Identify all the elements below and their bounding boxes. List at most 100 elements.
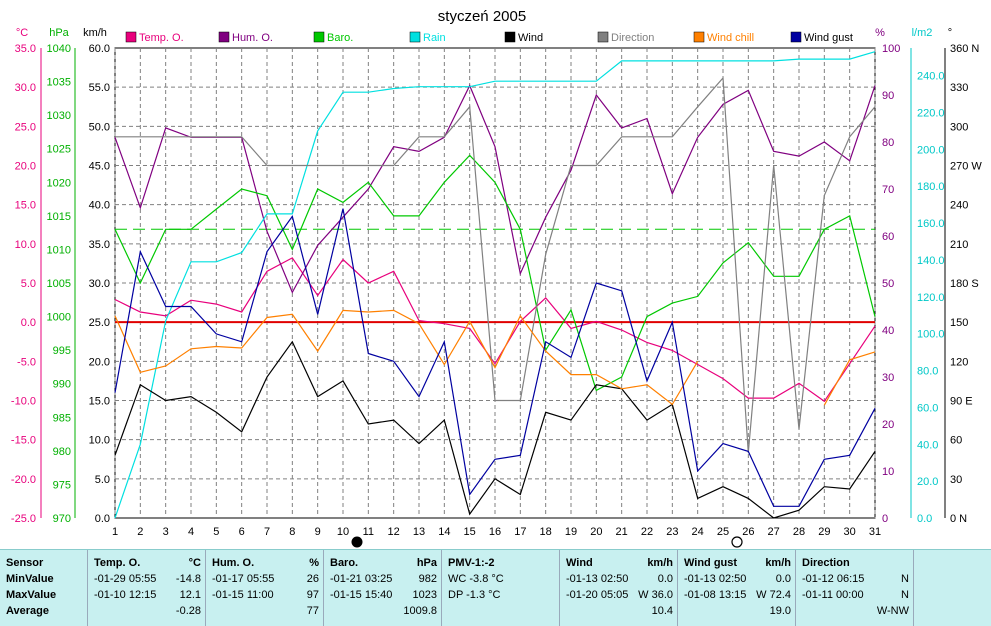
baro-tick-label: 1040	[47, 43, 71, 55]
baro-min-date: -01-21	[330, 573, 362, 585]
x-tick-label: 15	[464, 526, 476, 538]
legend-label: Baro.	[327, 32, 353, 44]
baro-tick-label: 985	[53, 412, 71, 424]
baro-tick-label: 980	[53, 446, 71, 458]
temp-average: -0.28	[175, 605, 201, 617]
temp-max-value: 12.1	[179, 589, 201, 601]
wind-min-time: 02:50	[600, 573, 629, 585]
x-tick-label: 17	[514, 526, 526, 538]
dir-average: W-NW	[876, 605, 909, 617]
temp-tick-label: 15.0	[15, 200, 36, 212]
series-temp-o-line	[114, 257, 876, 403]
wind-min-value: 0.0	[657, 573, 673, 585]
gust-max-time: 13:15	[718, 589, 747, 601]
x-tick-label: 22	[641, 526, 653, 538]
summary-empty	[914, 550, 991, 626]
wind-unit-label: km/h	[83, 27, 107, 39]
summary-wind: Wind km/h -01-13 02:50 0.0 -01-20 05:05 W 3…	[560, 550, 678, 626]
baro-min-value: 982	[418, 573, 437, 585]
rain-tick-label: 220.0	[917, 108, 945, 120]
gust-title: Wind gust	[684, 557, 738, 569]
hum-tick-label: 90	[882, 90, 894, 102]
rain-tick-label: 160.0	[917, 218, 945, 230]
temp-tick-label: -5.0	[17, 356, 36, 368]
legend-label: Hum. O.	[232, 32, 273, 44]
wind-tick-label: 20.0	[89, 356, 110, 368]
hum-min-time: 05:55	[246, 573, 275, 585]
series-wind-chill-line	[114, 309, 699, 406]
temp-tick-label: 20.0	[15, 161, 36, 173]
dir-unit-label: °	[948, 27, 952, 39]
rain-tick-label: 20.0	[917, 476, 938, 488]
dir-tick-label: 240	[950, 200, 968, 212]
baro-unit: hPa	[416, 557, 437, 569]
x-tick-label: 12	[388, 526, 400, 538]
rain-tick-label: 180.0	[917, 181, 945, 193]
wind-max-value: W 36.0	[638, 589, 673, 601]
wind-tick-label: 10.0	[89, 435, 110, 447]
x-tick-label: 19	[565, 526, 577, 538]
temp-tick-label: 10.0	[15, 239, 36, 251]
wind-tick-label: 30.0	[89, 278, 110, 290]
legend-label: Rain	[423, 32, 446, 44]
legend: Temp. O. Hum. O. Baro. Rain Wind Direction Win…	[125, 31, 853, 44]
baro-title: Baro.	[330, 557, 359, 569]
hum-tick-label: 30	[882, 372, 894, 384]
dir-tick-label: 90 E	[950, 396, 973, 408]
baro-average: 1009.8	[403, 605, 437, 617]
baro-max-date: -01-15	[330, 589, 362, 601]
x-tick-label: 7	[264, 526, 270, 538]
wind-min-date: -01-13	[566, 573, 598, 585]
temp-tick-label: -10.0	[11, 396, 36, 408]
wind-tick-label: 45.0	[89, 161, 110, 173]
rain-tick-label: 200.0	[917, 144, 945, 156]
legend-label: Wind chill	[707, 32, 754, 44]
temp-tick-label: -15.0	[11, 435, 36, 447]
series-wind-line	[114, 340, 876, 519]
dir-min-time: 06:15	[836, 573, 865, 585]
x-tick-label: 30	[844, 526, 856, 538]
legend-swatch	[313, 31, 325, 43]
legend-swatch	[504, 31, 516, 43]
x-tick-label: 18	[540, 526, 552, 538]
summary-temp: Temp. O. °C -01-29 05:55 -14.8 -01-10 12:1…	[88, 550, 206, 626]
summary-direction: Direction -01-12 06:15 N -01-11 00:00 N W-…	[796, 550, 914, 626]
rain-unit-label: l/m2	[912, 27, 933, 39]
gust-unit: km/h	[765, 557, 791, 569]
summary-labels: Sensor MinValue MaxValue Average	[0, 550, 88, 626]
temp-tick-label: -25.0	[11, 513, 36, 525]
hum-tick-label: 60	[882, 231, 894, 243]
dir-min-value: N	[901, 573, 909, 585]
hum-tick-label: 10	[882, 466, 894, 478]
gust-max-value: W 72.4	[756, 589, 791, 601]
legend-swatch	[409, 31, 421, 43]
row-label-max: MaxValue	[6, 589, 57, 601]
gust-min-value: 0.0	[775, 573, 791, 585]
wind-title: Wind	[566, 557, 593, 569]
wind-tick-label: 25.0	[89, 317, 110, 329]
legend-swatch	[218, 31, 230, 43]
x-tick-label: 4	[188, 526, 194, 538]
summary-hum: Hum. O.% -01-17 05:55 26 -01-15 11:00 97 7…	[206, 550, 324, 626]
hum-max-date: -01-15	[212, 589, 244, 601]
wind-max-date: -01-20	[566, 589, 598, 601]
wind-tick-label: 0.0	[95, 513, 110, 525]
rain-tick-label: 80.0	[917, 366, 938, 378]
dir-tick-label: 120	[950, 356, 968, 368]
wind-tick-label: 50.0	[89, 121, 110, 133]
x-tick-label: 1	[112, 526, 118, 538]
summary-baro: Baro. hPa -01-21 03:25 982 -01-15 15:40 102…	[324, 550, 442, 626]
x-tick-label: 29	[818, 526, 830, 538]
legend-swatch	[790, 31, 802, 43]
wind-tick-label: 60.0	[89, 43, 110, 55]
row-label-avg: Average	[6, 605, 50, 617]
series-wind-chill-line	[823, 351, 876, 406]
wind-tick-label: 5.0	[95, 474, 110, 486]
hum-average: 77	[306, 605, 319, 617]
temp-max-date: -01-10	[94, 589, 126, 601]
hum-unit-label: %	[875, 27, 885, 39]
dir-tick-label: 300	[950, 121, 968, 133]
baro-tick-label: 1020	[47, 177, 71, 189]
wind-tick-label: 15.0	[89, 396, 110, 408]
x-tick-label: 8	[289, 526, 295, 538]
